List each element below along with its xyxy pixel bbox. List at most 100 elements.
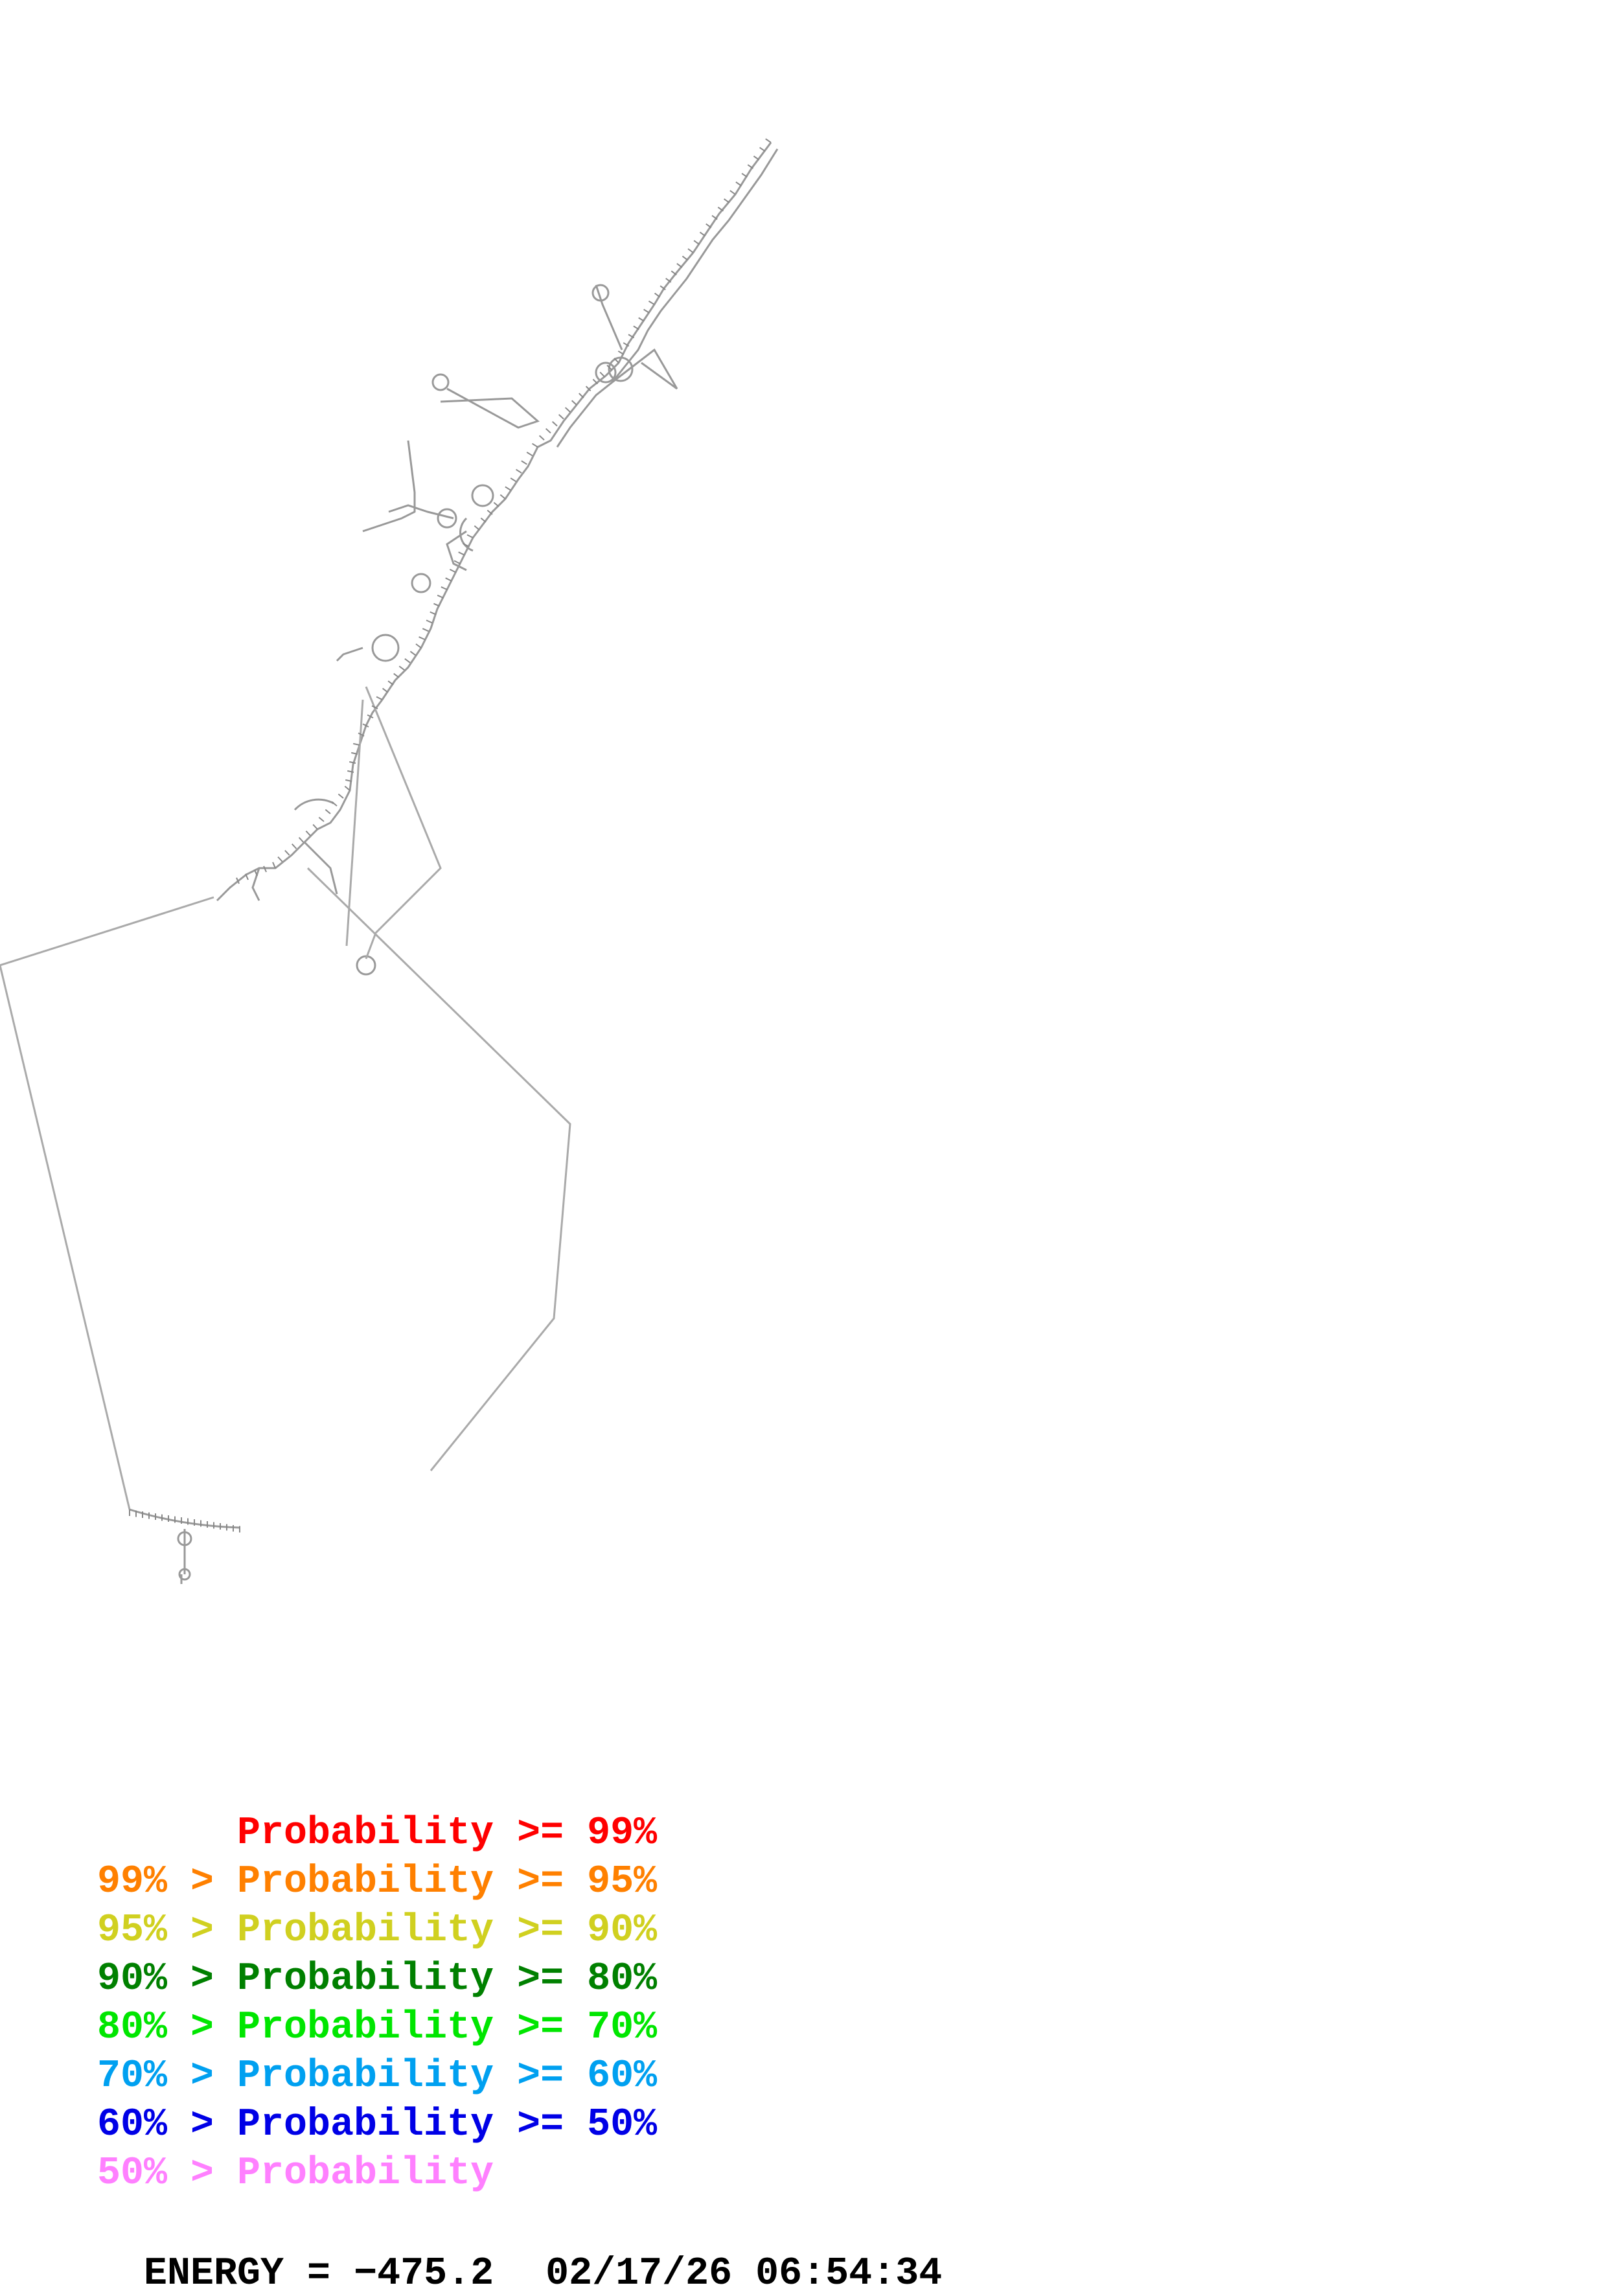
- pair-tick: [735, 181, 742, 187]
- pair-tick: [291, 843, 297, 849]
- pair-tick: [628, 334, 635, 339]
- pair-tick: [344, 785, 350, 791]
- pair-tick: [759, 146, 766, 152]
- pair-tick: [245, 873, 249, 880]
- pair-tick: [660, 285, 666, 290]
- pair-tick: [305, 830, 311, 836]
- single-strand-linkers: [0, 686, 571, 1510]
- legend-label: Probability >= 50%: [237, 2103, 658, 2147]
- pair-tick: [284, 849, 290, 856]
- pair-tick: [254, 869, 258, 877]
- pair-tick: [430, 611, 437, 615]
- pair-tick: [263, 866, 267, 873]
- pair-tick: [765, 138, 772, 143]
- pair-tick: [606, 365, 612, 371]
- legend-label: Probability: [237, 2152, 494, 2196]
- pair-tick: [693, 240, 700, 245]
- pair-tick: [747, 164, 754, 169]
- pair-tick: [564, 407, 571, 413]
- legend-label: Probability >= 60%: [237, 2054, 658, 2098]
- pair-tick: [462, 542, 469, 547]
- pair-tick: [367, 714, 374, 718]
- pair-tick: [272, 862, 276, 869]
- legend-prefix: 70% >: [97, 2054, 238, 2098]
- pair-tick: [404, 658, 411, 663]
- pair-tick: [711, 214, 718, 220]
- legend-item: 80% > Probability >= 70%: [97, 2008, 657, 2047]
- pair-tick: [318, 816, 325, 822]
- pair-tick: [579, 393, 584, 398]
- pair-tick: [419, 636, 426, 641]
- pair-tick: [638, 317, 645, 322]
- pair-tick: [717, 207, 724, 212]
- pair-tick: [623, 342, 630, 347]
- pair-tick: [505, 486, 511, 491]
- legend-label: Probability >= 90%: [237, 1909, 658, 1953]
- legend-prefix: 60% >: [97, 2103, 238, 2147]
- legend-item: 90% > Probability >= 80%: [97, 1960, 657, 1999]
- pair-tick: [614, 358, 619, 363]
- pair-tick: [236, 877, 240, 884]
- pair-tick: [466, 534, 474, 538]
- pair-tick: [724, 198, 730, 203]
- legend-item: 70% > Probability >= 60%: [97, 2057, 657, 2096]
- pair-tick: [687, 248, 694, 253]
- structure-loops: [177, 284, 634, 1581]
- pair-tick: [409, 650, 417, 656]
- pair-tick: [480, 517, 487, 523]
- legend-prefix: 90% >: [97, 1957, 238, 2001]
- pair-tick: [449, 568, 456, 573]
- base-pair-ticks: [129, 138, 772, 1533]
- pair-tick: [538, 435, 545, 441]
- lower-hairpin: [129, 1508, 240, 1584]
- pair-tick: [277, 856, 283, 862]
- pair-tick: [338, 793, 344, 799]
- pair-tick: [643, 308, 650, 314]
- pair-tick: [441, 586, 448, 590]
- pair-tick: [345, 779, 352, 782]
- legend-label: Probability >= 99%: [237, 1811, 658, 1855]
- pair-tick: [592, 378, 599, 385]
- pair-tick: [551, 420, 558, 427]
- pair-tick: [741, 172, 748, 178]
- legend-prefix: 80% >: [97, 2006, 238, 2050]
- legend-prefix: 99% >: [97, 1860, 238, 1904]
- pair-tick: [699, 231, 706, 237]
- legend-item: 95% > Probability >= 90%: [97, 1911, 657, 1950]
- legend-label: Probability >= 70%: [237, 2006, 658, 2050]
- pair-tick: [648, 300, 655, 305]
- pair-tick: [426, 619, 433, 624]
- pair-tick: [453, 560, 461, 564]
- legend-prefix: 95% >: [97, 1909, 238, 1953]
- pair-tick: [298, 836, 304, 843]
- legend-item: Probability >= 99%: [97, 1814, 657, 1853]
- pair-tick: [487, 509, 493, 515]
- legend-prefix: 50% >: [97, 2152, 238, 2196]
- pair-tick: [445, 577, 452, 582]
- pair-tick: [665, 277, 672, 283]
- pair-tick: [599, 371, 606, 378]
- pair-tick: [705, 223, 712, 229]
- legend-label: Probability >= 95%: [237, 1860, 658, 1904]
- legend-item: 50% > Probability: [97, 2154, 494, 2193]
- timestamp: 02/17/26 06:54:34: [545, 2252, 943, 2296]
- pair-tick: [398, 665, 405, 671]
- rna-secondary-structure: [0, 138, 779, 1584]
- pair-tick: [325, 809, 331, 814]
- legend-item: 60% > Probability >= 50%: [97, 2106, 657, 2144]
- legend-label: Probability >= 80%: [237, 1957, 658, 2001]
- pair-tick: [358, 732, 365, 737]
- pair-tick: [654, 292, 661, 298]
- pair-tick: [387, 680, 394, 685]
- pair-tick: [682, 255, 689, 261]
- pair-tick: [617, 350, 625, 355]
- pair-tick: [437, 594, 444, 599]
- legend-item: 99% > Probability >= 95%: [97, 1863, 657, 1901]
- pair-tick: [493, 501, 499, 507]
- pair-tick: [571, 400, 577, 406]
- pair-tick: [331, 801, 338, 807]
- pair-tick: [545, 428, 551, 434]
- pair-tick: [676, 263, 683, 268]
- pair-tick: [515, 468, 522, 474]
- pair-tick: [510, 477, 517, 483]
